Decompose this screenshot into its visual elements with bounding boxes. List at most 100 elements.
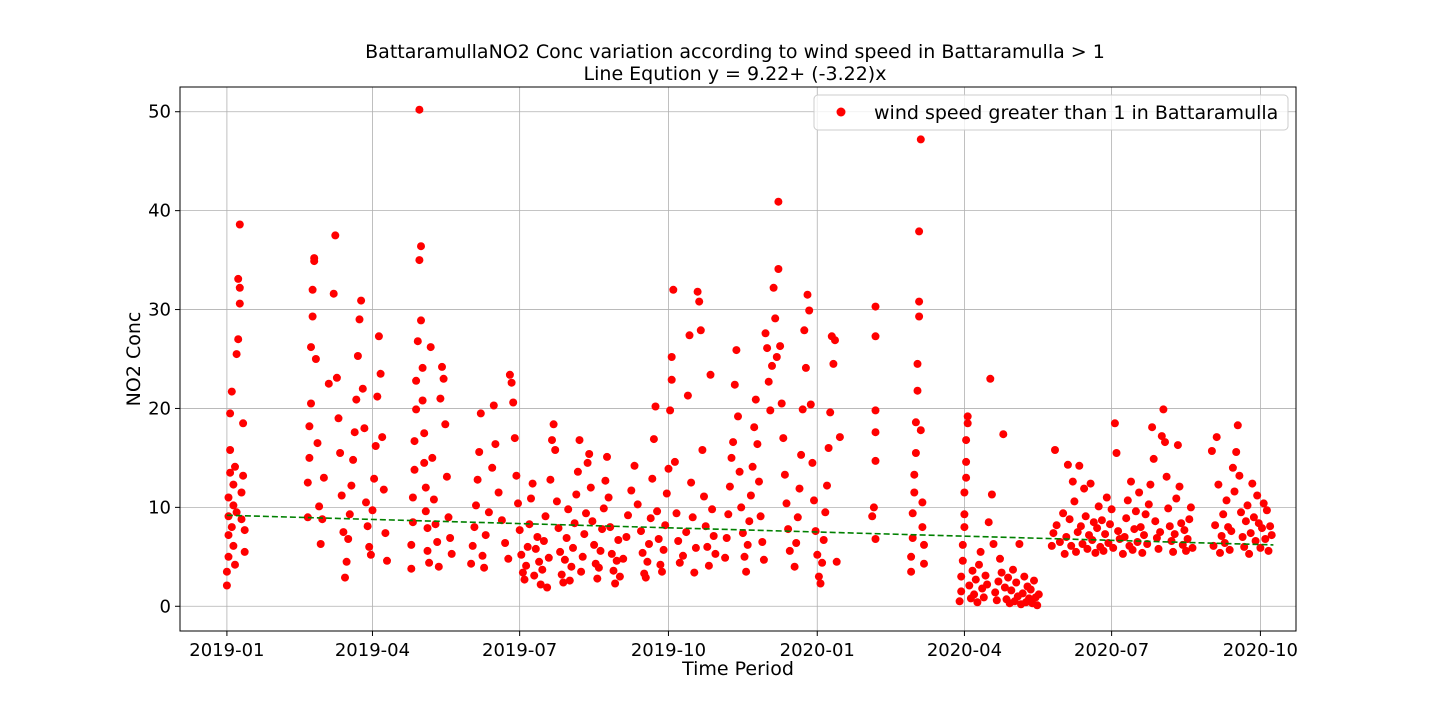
data-point: [1214, 480, 1223, 489]
data-point: [549, 420, 558, 429]
data-point: [539, 537, 548, 545]
data-point: [1220, 539, 1229, 547]
data-point: [229, 480, 238, 489]
data-point: [638, 548, 647, 557]
data-point: [818, 558, 827, 567]
data-point: [666, 406, 675, 415]
data-point: [1162, 472, 1171, 481]
data-point: [1237, 508, 1245, 517]
data-point: [958, 540, 967, 549]
data-point: [962, 436, 971, 445]
data-point: [759, 555, 768, 564]
data-point: [1015, 540, 1024, 548]
data-point: [960, 523, 969, 532]
data-point: [533, 533, 542, 541]
data-point: [531, 544, 540, 553]
data-point: [562, 534, 571, 542]
data-point: [612, 556, 621, 565]
data-point: [1034, 590, 1043, 599]
data-point: [996, 554, 1004, 563]
data-point: [1175, 482, 1184, 491]
data-point: [567, 562, 576, 571]
data-point: [1238, 533, 1247, 541]
data-point: [347, 481, 356, 490]
data-point: [578, 552, 587, 561]
data-point: [1018, 589, 1027, 598]
data-point: [1177, 519, 1186, 528]
data-point: [913, 386, 922, 395]
data-point: [227, 523, 236, 532]
data-point: [1185, 515, 1194, 524]
data-point: [318, 515, 327, 524]
data-point: [675, 558, 684, 567]
data-point: [1262, 506, 1271, 515]
data-point: [504, 554, 513, 563]
data-points: [222, 105, 1276, 610]
data-point: [1248, 479, 1257, 488]
data-point: [365, 542, 374, 551]
data-point: [509, 398, 518, 407]
data-point: [997, 568, 1006, 577]
data-point: [599, 504, 608, 513]
data-point: [607, 549, 616, 558]
data-point: [1091, 548, 1100, 557]
data-point: [777, 399, 786, 408]
data-point: [604, 493, 613, 502]
data-point: [520, 575, 529, 584]
data-point: [360, 424, 369, 433]
data-point: [363, 522, 372, 531]
chart-subtitle: Line Eqution y = 9.22+ (-3.22)x: [584, 63, 887, 85]
data-point: [1152, 534, 1161, 542]
data-point: [989, 540, 998, 548]
data-point: [764, 377, 773, 386]
data-point: [434, 562, 443, 571]
data-point: [761, 329, 770, 338]
data-point: [646, 514, 655, 523]
data-point: [920, 559, 928, 568]
data-point: [543, 583, 552, 592]
data-point: [991, 588, 1000, 597]
x-tick-label: 2020-04: [927, 640, 1002, 661]
data-point: [1055, 538, 1064, 546]
data-point: [530, 571, 539, 580]
data-point: [232, 508, 241, 517]
data-point: [1235, 471, 1244, 480]
data-point: [235, 299, 244, 308]
data-point: [305, 422, 314, 431]
data-point: [423, 546, 432, 555]
data-point: [438, 362, 446, 371]
data-point: [373, 392, 382, 401]
data-point: [1068, 477, 1077, 486]
data-point: [1007, 586, 1016, 595]
data-point: [962, 473, 971, 482]
data-point: [667, 353, 676, 361]
data-point: [1083, 544, 1092, 553]
data-point: [590, 540, 599, 549]
data-point: [983, 580, 992, 589]
data-point: [1169, 547, 1178, 556]
data-point: [772, 353, 781, 361]
data-point: [473, 475, 482, 484]
data-point: [1135, 488, 1144, 497]
data-point: [957, 587, 966, 596]
data-point: [1052, 521, 1061, 530]
data-point: [835, 433, 844, 442]
data-point: [737, 503, 746, 512]
data-point: [965, 581, 974, 590]
data-point: [310, 257, 319, 266]
data-point: [407, 540, 416, 549]
data-point: [706, 370, 715, 379]
data-point: [308, 312, 317, 321]
data-point: [222, 567, 231, 576]
data-point: [523, 542, 532, 551]
data-point: [771, 314, 780, 323]
data-point: [1020, 572, 1029, 581]
data-point: [1000, 583, 1009, 592]
x-tick-label: 2020-07: [1074, 640, 1149, 661]
data-point: [334, 414, 343, 423]
data-point: [239, 471, 248, 480]
data-point: [436, 394, 445, 403]
data-point: [510, 434, 519, 443]
data-point: [690, 568, 699, 577]
data-point: [1146, 480, 1155, 489]
